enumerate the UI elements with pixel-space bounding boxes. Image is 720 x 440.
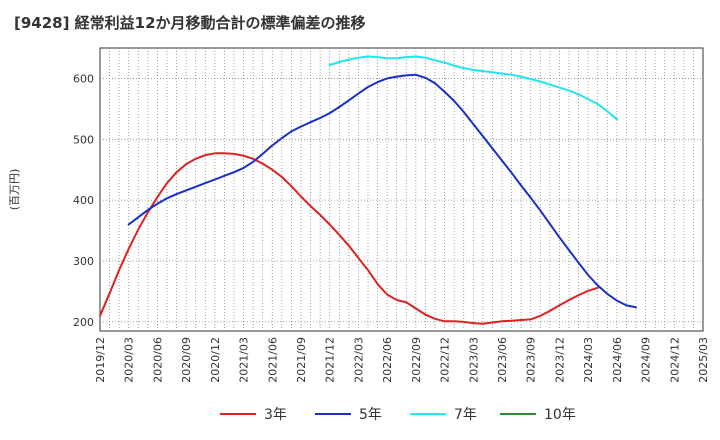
y-tick-label: 500 <box>73 133 94 146</box>
x-tick-label: 2021/09 <box>295 337 308 383</box>
x-tick-label: 2022/09 <box>410 337 423 383</box>
x-tick-label: 2023/03 <box>467 337 480 383</box>
y-tick-label: 400 <box>73 194 94 207</box>
legend-label-2: 5年 <box>359 407 382 423</box>
y-tick-label: 200 <box>73 316 94 329</box>
y-tick-label: 300 <box>73 255 94 268</box>
x-tick-label: 2025/03 <box>697 337 710 383</box>
x-tick-label: 2022/06 <box>381 337 394 383</box>
x-tick-label: 2021/12 <box>324 337 337 383</box>
x-tick-label: 2024/12 <box>668 337 681 383</box>
x-tick-label: 2021/06 <box>266 337 279 383</box>
x-tick-label: 2021/03 <box>238 337 251 383</box>
legend-label-1: 3年 <box>264 407 287 423</box>
y-tick-label: 600 <box>73 72 94 85</box>
legend-label-4: 10年 <box>544 407 576 423</box>
x-tick-label: 2023/09 <box>525 337 538 383</box>
x-tick-label: 2019/12 <box>94 337 107 383</box>
x-tick-label: 2023/12 <box>553 337 566 383</box>
series-line-1 <box>99 152 599 325</box>
series-line-2 <box>127 73 637 309</box>
x-tick-label: 2020/12 <box>209 337 222 383</box>
y-axis-label: (百万円) <box>8 169 21 211</box>
x-tick-label: 2022/03 <box>352 337 365 383</box>
chart-title: [9428] 経常利益12か月移動合計の標準偏差の推移 <box>14 14 366 32</box>
x-tick-label: 2024/09 <box>640 337 653 383</box>
x-tick-label: 2023/06 <box>496 337 509 383</box>
x-tick-label: 2020/09 <box>180 337 193 383</box>
plot-area <box>99 47 704 332</box>
x-tick-label: 2022/12 <box>439 337 452 383</box>
series-line-3 <box>328 55 618 121</box>
x-tick-label: 2024/03 <box>582 337 595 383</box>
legend-label-3: 7年 <box>454 407 477 423</box>
x-tick-label: 2020/03 <box>123 337 136 383</box>
x-tick-label: 2020/06 <box>151 337 164 383</box>
x-tick-label: 2024/06 <box>611 337 624 383</box>
